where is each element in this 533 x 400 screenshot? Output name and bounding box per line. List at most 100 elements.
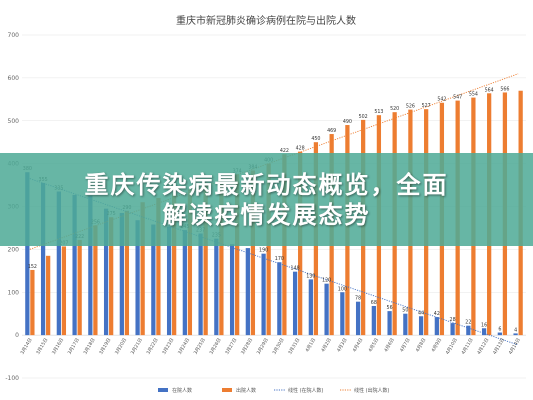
- x-tick-label: 4月5日: [367, 337, 380, 353]
- legend: 在院人数 出院人数 线性 (在院人数) 线性 (出院人数): [158, 387, 390, 394]
- bar-inpatients: [182, 230, 187, 336]
- bar-discharged: [46, 255, 51, 336]
- data-label-inpatients: 42: [434, 311, 440, 317]
- data-label-discharged: 527: [422, 103, 431, 109]
- legend-entry: 出院人数: [236, 387, 256, 394]
- data-label-discharged: 422: [280, 148, 289, 154]
- bar-inpatients: [151, 224, 156, 336]
- bar-discharged: [172, 193, 177, 336]
- y-tick-label: 0: [15, 332, 19, 339]
- x-tick-label: 3月15日: [35, 337, 49, 356]
- x-tick-label: 3月20日: [114, 337, 128, 356]
- y-tick-label: 600: [8, 75, 20, 82]
- x-axis: 3月14日 3月15日 3月16日 3月17日 3月18日 3月19日 3月20日 3月21日…: [19, 337, 521, 356]
- bar-inpatients: [466, 325, 471, 336]
- data-label-discharged: 490: [343, 119, 352, 125]
- x-tick-label: 3月21日: [130, 337, 144, 356]
- x-tick-label: 3月26日: [208, 337, 222, 356]
- bar-inpatients: [119, 212, 124, 336]
- data-label-inpatients: 68: [371, 300, 377, 306]
- x-tick-label: 4月7日: [399, 337, 412, 353]
- x-tick-label: 3月28日: [240, 337, 254, 356]
- data-label-inpatients: 22: [465, 320, 471, 326]
- legend-swatch: [222, 388, 232, 392]
- x-tick-label: 4月14日: [508, 337, 522, 356]
- bar-inpatients: [497, 332, 502, 336]
- data-label-discharged: 502: [359, 114, 368, 120]
- data-label-inpatients: 6: [498, 327, 501, 333]
- bar-inpatients: [261, 253, 266, 336]
- bar-inpatients: [40, 182, 46, 336]
- bar-discharged: [187, 189, 193, 336]
- bar-discharged: [30, 269, 35, 336]
- x-tick-label: 3月17日: [67, 337, 81, 356]
- x-tick-label: 3月19日: [98, 337, 112, 356]
- bar-inpatients: [88, 195, 93, 336]
- bar-discharged: [219, 179, 224, 336]
- bar-discharged: [266, 163, 271, 336]
- y-tick-label: 200: [8, 246, 20, 253]
- x-tick-label: 4月6日: [383, 337, 396, 353]
- x-tick-label: 3月16日: [51, 337, 65, 356]
- legend-entry: 线性 (出院人数): [354, 387, 390, 394]
- x-tick-label: 4月11日: [460, 337, 474, 356]
- x-tick-label: 4月9日: [430, 337, 443, 353]
- bar-discharged: [93, 225, 98, 336]
- x-tick-label: 4月3日: [336, 337, 349, 353]
- x-tick-label: 3月25日: [193, 337, 207, 356]
- bar-inpatients: [324, 283, 329, 336]
- x-tick-label: 3月31日: [287, 337, 301, 356]
- bar-inpatients: [371, 305, 376, 336]
- bar-discharged: [124, 210, 130, 336]
- bar-inpatients: [56, 191, 61, 336]
- data-label-discharged: 554: [469, 92, 478, 98]
- x-tick-label: 3月29日: [256, 337, 270, 356]
- data-label-inpatients: 16: [481, 322, 487, 328]
- x-tick-label: 4月10日: [445, 337, 459, 356]
- bar-discharged: [156, 197, 161, 336]
- bar-discharged: [203, 182, 208, 336]
- trendline-inpatients: [29, 178, 519, 346]
- data-label-discharged: 513: [374, 109, 383, 115]
- x-tick-label: 4月8日: [415, 337, 428, 353]
- bar-inpatients: [450, 323, 455, 336]
- x-tick-label: 3月24日: [177, 337, 191, 356]
- bar-inpatients: [434, 317, 439, 336]
- bar-inpatients: [340, 292, 345, 336]
- x-tick-label: 3月27日: [224, 337, 238, 356]
- bar-inpatients: [229, 244, 235, 336]
- legend-swatch: [158, 388, 168, 392]
- data-label-discharged: 428: [296, 146, 305, 152]
- data-label-discharged: 547: [453, 95, 462, 101]
- data-label-inpatients: 44: [418, 310, 424, 316]
- bar-inpatients: [103, 208, 109, 336]
- data-label-discharged: 450: [311, 136, 320, 142]
- bar-inpatients: [198, 233, 203, 336]
- y-tick-label: 500: [8, 118, 20, 125]
- bar-inpatients: [166, 226, 172, 336]
- bar-discharged: [109, 217, 114, 336]
- data-label-inpatients: 130: [306, 273, 315, 279]
- data-label-discharged: 520: [390, 106, 399, 112]
- data-label-inpatients: 50: [402, 308, 408, 314]
- bar-inpatients: [292, 271, 298, 336]
- bar-inpatients: [418, 316, 424, 336]
- bar-inpatients: [481, 328, 487, 336]
- data-label-discharged: 566: [500, 86, 509, 92]
- chart-title: 重庆市新冠肺炎确诊病例在院与出院人数: [176, 14, 356, 27]
- y-tick-label: 100: [8, 289, 20, 296]
- bar-inpatients: [513, 333, 518, 336]
- title-banner: 重庆传染病最新动态概览，全面 解读疫情发展态势: [0, 153, 533, 246]
- banner-title-line-2: 解读疫情发展态势: [162, 200, 371, 229]
- y-tick-label: 700: [8, 32, 20, 39]
- bar-inpatients: [403, 313, 408, 336]
- data-label-inpatients: 100: [338, 286, 347, 292]
- bar-discharged: [140, 202, 145, 336]
- legend-entry: 线性 (在院人数): [288, 387, 324, 394]
- bar-discharged: [250, 170, 256, 336]
- data-label-inpatients: 170: [275, 256, 284, 262]
- data-label-inpatients: 78: [355, 296, 361, 302]
- bar-inpatients: [214, 238, 219, 336]
- bar-inpatients: [245, 248, 250, 336]
- x-tick-label: 3月18日: [82, 337, 96, 356]
